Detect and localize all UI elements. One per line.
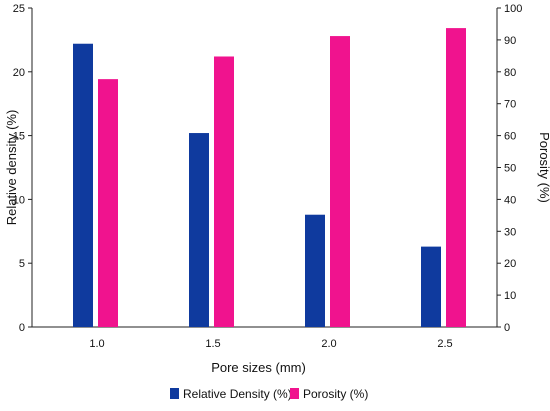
y-tick-label: 20: [13, 67, 25, 79]
bar-relative-density: [73, 43, 93, 328]
y2-tick-label: 100: [504, 3, 522, 15]
y2-tick-label: 10: [504, 290, 516, 302]
y2-tick-label: 70: [504, 99, 516, 111]
y-tick-label: 10: [13, 194, 25, 206]
legend-label: Porosity (%): [303, 387, 368, 401]
bar-relative-density: [421, 246, 441, 327]
legend-swatch: [290, 388, 299, 399]
x-tick-label: 2.5: [437, 338, 452, 350]
bar-porosity: [214, 56, 234, 327]
y-tick-label: 5: [19, 258, 25, 270]
y2-tick-label: 40: [504, 194, 516, 206]
y2-tick-label: 60: [504, 131, 516, 143]
y-tick-label: 0: [19, 322, 25, 334]
x-tick-label: 2.0: [321, 338, 336, 350]
y2-tick-label: 80: [504, 67, 516, 79]
x-tick-label: 1.5: [205, 338, 220, 350]
x-axis-title: Pore sizes (mm): [211, 360, 306, 375]
x-tick-label: 1.0: [89, 338, 104, 350]
bar-relative-density: [305, 214, 325, 327]
y2-tick-label: 50: [504, 163, 516, 175]
y2-tick-label: 30: [504, 226, 516, 238]
y2-tick-label: 90: [504, 35, 516, 47]
bar-relative-density: [189, 133, 209, 327]
y-axis-title: Relative density (%): [4, 110, 19, 226]
bar-porosity: [446, 28, 466, 328]
y2-axis-title: Porosity (%): [537, 132, 550, 203]
bar-porosity: [330, 36, 350, 328]
y2-tick-label: 0: [504, 322, 510, 334]
y2-tick-label: 20: [504, 258, 516, 270]
y-tick-label: 25: [13, 3, 25, 15]
legend-swatch: [170, 388, 179, 399]
y-tick-label: 15: [13, 131, 25, 143]
bar-porosity: [98, 79, 118, 328]
legend-label: Relative Density (%): [183, 387, 292, 401]
